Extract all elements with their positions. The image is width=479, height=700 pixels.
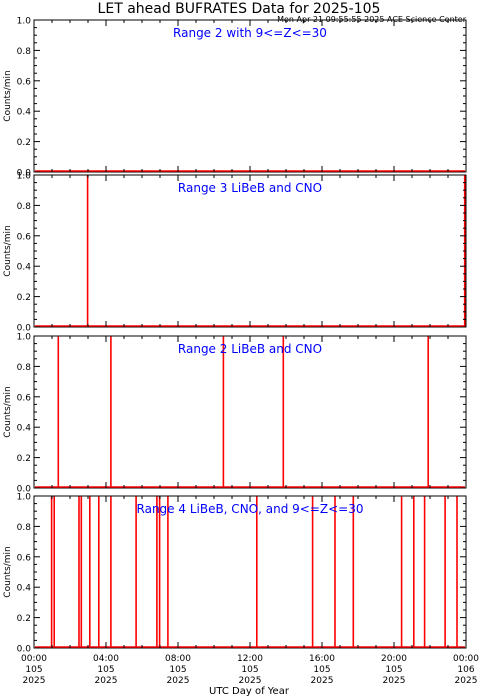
ytick-label: 0.2: [17, 293, 31, 303]
xtick-year-label: 2025: [167, 676, 190, 686]
y-axis-label: Counts/min: [3, 386, 13, 437]
xtick-time-label: 00:00: [453, 654, 479, 664]
x-axis-label: UTC Day of Year: [209, 686, 290, 697]
panel-4: 0.0 0.2 0.4 0.6 0.8 1.0 Counts/min Range 4 LiBe…: [3, 493, 467, 655]
xtick-year-label: 2025: [23, 676, 46, 686]
ytick-label: 0.6: [17, 77, 32, 87]
xtick-time-label: 12:00: [237, 654, 263, 664]
xtick-time-label: 08:00: [165, 654, 191, 664]
ytick-label: 0.0: [17, 485, 32, 495]
panel-title: Range 4 LiBeB, CNO, and 9<=Z<=30: [137, 502, 364, 516]
xtick-time-label: 20:00: [381, 654, 407, 664]
xtick-doy-label: 105: [169, 665, 186, 675]
ytick-label: 0.6: [17, 393, 32, 403]
ytick-label: 0.4: [17, 108, 32, 118]
xtick-doy-label: 105: [241, 665, 258, 675]
ytick-label: 0.8: [17, 202, 32, 212]
xtick-doy-label: 106: [457, 665, 474, 675]
ytick-label: 1.0: [17, 172, 32, 182]
ytick-label: 1.0: [17, 493, 32, 503]
xtick-time-label: 16:00: [309, 654, 335, 664]
xtick-year-label: 2025: [455, 676, 478, 686]
xtick-time-label: 00:00: [21, 654, 47, 664]
ytick-label: 0.4: [17, 424, 32, 434]
ytick-label: 0.0: [17, 169, 32, 179]
ytick-label: 0.0: [17, 645, 32, 655]
xtick-year-label: 2025: [95, 676, 118, 686]
ytick-label: 1.0: [17, 333, 32, 343]
panel-1: 0.0 0.2 0.4 0.6 0.8 1.0 Counts/min Range 2 with…: [3, 17, 467, 179]
xtick-year-label: 2025: [239, 676, 262, 686]
ytick-label: 0.6: [17, 232, 32, 242]
ytick-label: 0.8: [17, 363, 32, 373]
xtick-year-label: 2025: [311, 676, 334, 686]
xtick-time-label: 04:00: [93, 654, 119, 664]
panel-title: Range 2 LiBeB and CNO: [178, 342, 322, 356]
panel-title: Range 2 with 9<=Z<=30: [173, 26, 327, 40]
ytick-label: 0.0: [17, 324, 32, 334]
y-axis-label: Counts/min: [3, 70, 13, 121]
panel-frame: [33, 174, 467, 328]
ytick-label: 1.0: [17, 17, 32, 27]
panel-frame: [33, 19, 467, 173]
x-axis: 00:00105202504:00105202508:00105202512:0…: [21, 654, 479, 686]
xtick-doy-label: 105: [385, 665, 402, 675]
xtick-doy-label: 105: [313, 665, 330, 675]
panel-2: 0.0 0.2 0.4 0.6 0.8 1.0 Counts/min Range 3 LiBe…: [3, 172, 467, 334]
chart-title: LET ahead BUFRATES Data for 2025-105: [98, 1, 381, 17]
panel-frame: [33, 335, 467, 489]
ytick-label: 0.2: [17, 454, 31, 464]
panel-3: 0.0 0.2 0.4 0.6 0.8 1.0 Counts/min Range 2 LiBe…: [3, 333, 467, 495]
ytick-label: 0.2: [17, 614, 31, 624]
xtick-doy-label: 105: [25, 665, 42, 675]
xtick-year-label: 2025: [383, 676, 406, 686]
panel-title: Range 3 LiBeB and CNO: [178, 181, 322, 195]
ytick-label: 0.2: [17, 138, 31, 148]
ytick-label: 0.4: [17, 263, 32, 273]
ytick-label: 0.8: [17, 47, 32, 57]
xtick-doy-label: 105: [97, 665, 114, 675]
y-axis-label: Counts/min: [3, 225, 13, 276]
ytick-label: 0.8: [17, 523, 32, 533]
y-axis-label: Counts/min: [3, 546, 13, 597]
ytick-label: 0.4: [17, 584, 32, 594]
ytick-label: 0.6: [17, 553, 32, 563]
panels: 0.0 0.2 0.4 0.6 0.8 1.0 Counts/min Range 2 with…: [3, 17, 467, 655]
